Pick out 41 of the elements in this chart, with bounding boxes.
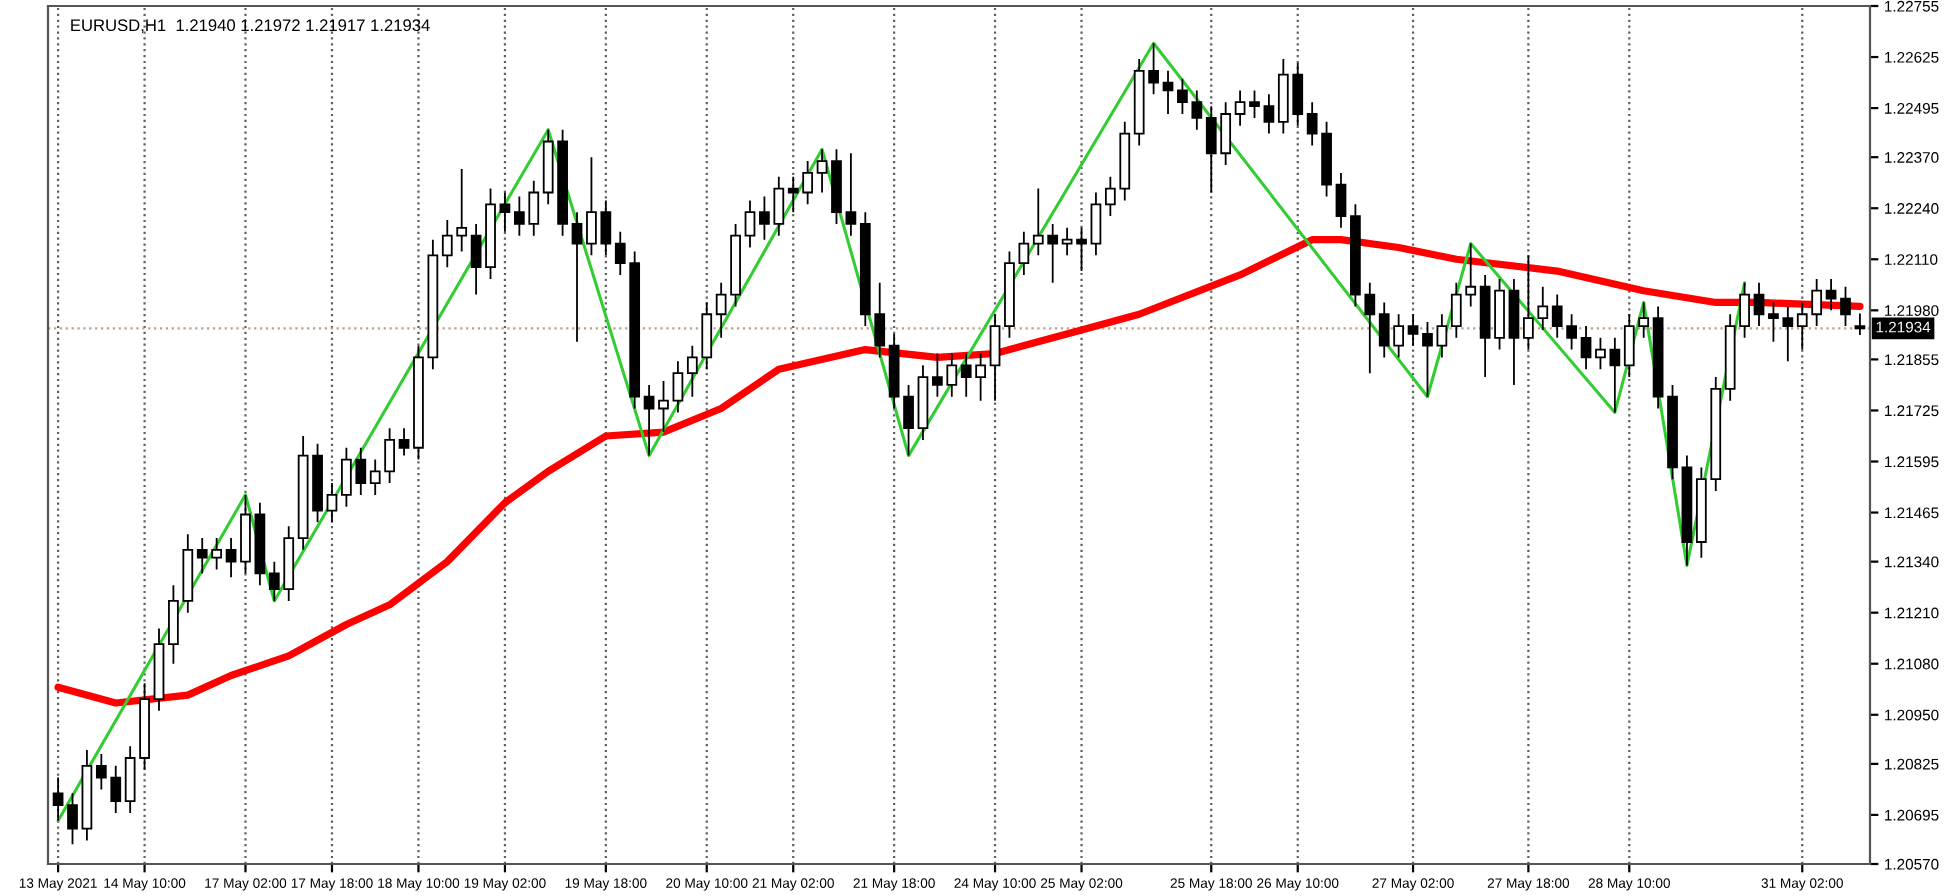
candlestick bbox=[1436, 313, 1448, 359]
candlestick bbox=[254, 501, 266, 587]
candlestick bbox=[326, 482, 338, 524]
candlestick bbox=[1263, 93, 1275, 135]
candlestick bbox=[845, 152, 857, 237]
candlestick bbox=[1840, 285, 1851, 327]
candlestick bbox=[1162, 69, 1174, 115]
line-series bbox=[54, 236, 1864, 707]
candlestick bbox=[225, 537, 237, 579]
candlestick bbox=[643, 384, 655, 457]
candlestick bbox=[67, 792, 78, 846]
candlestick bbox=[1854, 312, 1866, 336]
text: EURUSD,H1 1.21940 1.21972 1.21917 1.21934 bbox=[71, 19, 430, 34]
candlestick bbox=[81, 749, 93, 842]
candlestick bbox=[1090, 191, 1102, 257]
candlestick bbox=[989, 313, 1001, 402]
candlestick bbox=[1825, 278, 1837, 312]
candlestick bbox=[153, 627, 165, 712]
candlestick bbox=[917, 364, 929, 441]
candlestick bbox=[816, 148, 828, 194]
candlestick bbox=[1234, 89, 1246, 127]
candlestick bbox=[1061, 226, 1073, 257]
candlestick bbox=[672, 360, 684, 414]
candlestick bbox=[744, 199, 756, 249]
candlestick bbox=[1580, 325, 1592, 371]
candlestick bbox=[1681, 454, 1693, 567]
line-series bbox=[56, 41, 1747, 823]
candlestick bbox=[1407, 313, 1419, 347]
candlestick bbox=[1667, 384, 1678, 481]
candlestick bbox=[240, 493, 251, 575]
candlestick bbox=[499, 191, 511, 233]
candlestick bbox=[485, 187, 496, 280]
candlestick bbox=[398, 427, 410, 457]
candlestick bbox=[1652, 305, 1664, 410]
candlestick bbox=[571, 211, 583, 343]
candlestick bbox=[831, 148, 842, 225]
candlestick bbox=[1335, 171, 1347, 229]
candlestick bbox=[1508, 278, 1520, 386]
candlestick bbox=[52, 776, 64, 822]
candlestick bbox=[470, 223, 482, 296]
candlestick bbox=[1753, 281, 1765, 327]
